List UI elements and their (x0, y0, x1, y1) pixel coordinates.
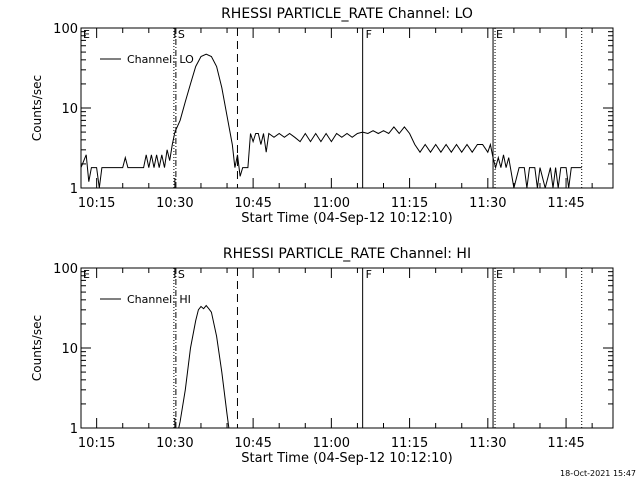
marker-label: E (83, 268, 90, 281)
x-tick-label: 11:30 (469, 436, 506, 451)
y-tick-label: 1 (70, 422, 78, 437)
x-tick-label: 11:45 (547, 436, 584, 451)
panel-hi: RHESSI PARTICLE_RATE Channel: HI Counts/s… (30, 246, 614, 466)
marker-label: S (178, 28, 185, 41)
marker-label: E (496, 268, 503, 281)
y-tick-label: 10 (61, 342, 78, 357)
x-tick-label: 10:15 (78, 436, 115, 451)
x-axis-label: Start Time (04-Sep-12 10:12:10) (241, 451, 452, 466)
legend-label: Channel: LO (127, 53, 194, 66)
x-tick-label: 11:15 (391, 436, 428, 451)
marker-label: E (83, 28, 90, 41)
panel-lo: RHESSI PARTICLE_RATE Channel: LO Counts/s… (30, 6, 614, 226)
chart-title: RHESSI PARTICLE_RATE Channel: HI (223, 246, 471, 262)
y-axis-label: Counts/sec (30, 315, 44, 381)
marker-label: F (366, 268, 372, 281)
y-axis-label: Counts/sec (30, 75, 44, 141)
x-tick-label: 11:00 (313, 196, 350, 211)
chart-title: RHESSI PARTICLE_RATE Channel: LO (221, 6, 473, 22)
x-tick-label: 10:15 (78, 196, 115, 211)
legend-label: Channel: HI (127, 293, 191, 306)
series-line (81, 53, 582, 188)
plot-frame (80, 267, 614, 429)
x-tick-label: 11:30 (469, 196, 506, 211)
y-tick-label: 1 (70, 182, 78, 197)
x-tick-label: 11:15 (391, 196, 428, 211)
marker-label: E (496, 28, 503, 41)
x-tick-label: 10:45 (234, 196, 271, 211)
y-tick-label: 100 (53, 22, 78, 37)
footer-date-stamp: 18-Oct-2021 15:47 (560, 469, 636, 478)
x-tick-label: 10:45 (234, 436, 271, 451)
series-line (178, 304, 230, 428)
x-axis-label: Start Time (04-Sep-12 10:12:10) (241, 211, 452, 226)
x-tick-label: 10:30 (156, 196, 193, 211)
plot-frame (80, 27, 614, 189)
x-tick-label: 11:00 (313, 436, 350, 451)
x-tick-label: 10:30 (156, 436, 193, 451)
x-tick-label: 11:45 (547, 196, 584, 211)
y-tick-label: 100 (53, 262, 78, 277)
marker-label: S (178, 268, 185, 281)
y-tick-label: 10 (61, 102, 78, 117)
marker-label: F (366, 28, 372, 41)
